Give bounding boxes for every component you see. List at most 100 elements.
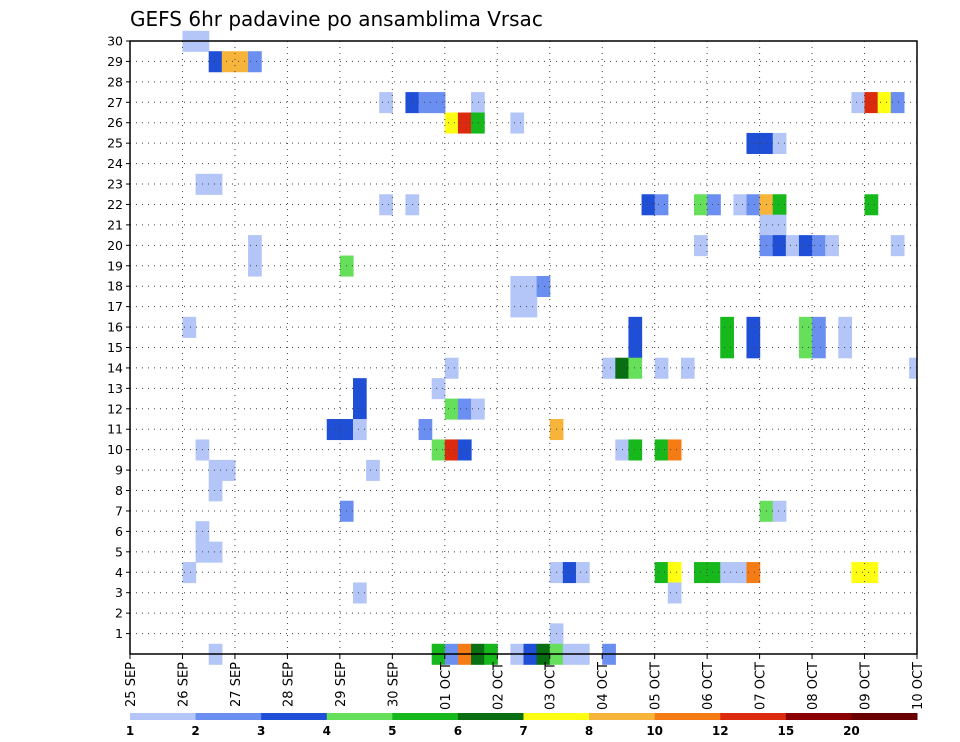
- x-tick-label: 28 SEP: [281, 662, 296, 707]
- y-tick-label: 5: [115, 544, 123, 559]
- heatmap-cell: [864, 562, 879, 584]
- heatmap-cell: [248, 255, 262, 277]
- y-tick-label: 27: [107, 95, 123, 110]
- y-tick-label: 10: [107, 442, 123, 457]
- heatmap-cell: [182, 562, 197, 584]
- heatmap-cell: [772, 132, 787, 154]
- heatmap-cell: [641, 194, 656, 216]
- heatmap-cell: [457, 112, 472, 134]
- heatmap-cell: [208, 459, 223, 481]
- heatmap-cell: [680, 357, 695, 379]
- heatmap-cell: [471, 92, 485, 114]
- y-tick-label: 28: [107, 74, 123, 89]
- y-tick-label: 16: [107, 320, 123, 335]
- colorbar-segment: [130, 713, 197, 720]
- heatmap-cell: [444, 439, 459, 461]
- colorbar-segment: [523, 713, 590, 720]
- heatmap-cell: [510, 112, 525, 134]
- colorbar-tick-label: 7: [519, 724, 527, 738]
- heatmap-cell: [851, 562, 866, 584]
- y-tick-label: 9: [115, 463, 123, 478]
- heatmap-cell: [431, 92, 446, 114]
- heatmap-cell: [667, 582, 682, 604]
- heatmap-cell: [379, 92, 393, 114]
- heatmap-cells: [182, 30, 917, 665]
- x-tick-label: 07 OCT: [754, 662, 769, 710]
- heatmap-cell: [248, 51, 262, 73]
- x-tick-label: 02 OCT: [491, 662, 506, 710]
- heatmap-cell: [746, 132, 761, 154]
- heatmap-cell: [208, 480, 223, 502]
- y-axis: 1234567891011121314151617181920212223242…: [107, 34, 130, 641]
- chart-title: GEFS 6hr padavine po ansamblima Vrsac: [130, 7, 543, 31]
- heatmap-cell: [720, 316, 734, 338]
- y-tick-label: 23: [107, 177, 123, 192]
- heatmap-cell: [864, 92, 879, 114]
- colorbar-segment: [851, 713, 918, 720]
- colorbar-tick-label: 3: [257, 724, 265, 738]
- heatmap-cell: [510, 296, 525, 318]
- colorbar-segment: [326, 713, 393, 720]
- heatmap-cell: [366, 459, 380, 481]
- heatmap-cell: [234, 51, 249, 73]
- y-tick-label: 3: [115, 585, 123, 600]
- heatmap-cell: [746, 194, 761, 216]
- heatmap-cell: [418, 419, 433, 441]
- y-tick-label: 12: [107, 401, 123, 416]
- heatmap-cell: [890, 92, 905, 114]
- heatmap-cell: [221, 459, 236, 481]
- x-tick-label: 25 SEP: [124, 662, 139, 707]
- heatmap-cell: [352, 582, 367, 604]
- heatmap-cell: [746, 316, 761, 338]
- colorbar-segment: [720, 713, 787, 720]
- heatmap-cell: [431, 378, 446, 400]
- colorbar-segment: [392, 713, 459, 720]
- x-tick-label: 05 OCT: [649, 662, 664, 710]
- y-tick-label: 22: [107, 197, 123, 212]
- heatmap-cell: [772, 214, 787, 236]
- heatmap-cell: [746, 562, 761, 584]
- heatmap-cell: [523, 275, 538, 298]
- heatmap-cell: [798, 316, 813, 338]
- colorbar-tick-label: 12: [712, 724, 729, 738]
- heatmap-cell: [510, 275, 525, 298]
- heatmap-cell: [667, 562, 682, 584]
- y-tick-label: 29: [107, 54, 123, 69]
- heatmap-cell: [352, 419, 367, 441]
- heatmap-cell: [864, 194, 879, 216]
- y-tick-label: 30: [107, 34, 123, 49]
- heatmap-cell: [628, 439, 643, 461]
- heatmap-cell: [667, 439, 682, 461]
- heatmap-cell: [707, 194, 721, 216]
- heatmap-cell: [575, 562, 590, 584]
- heatmap-cell: [628, 357, 643, 379]
- y-tick-label: 20: [107, 238, 123, 253]
- x-tick-label: 03 OCT: [544, 662, 559, 710]
- colorbar-segment: [654, 713, 721, 720]
- heatmap-cell: [418, 92, 433, 114]
- heatmap-cell: [720, 337, 734, 359]
- heatmap-cell: [471, 112, 485, 134]
- colorbar-segment: [261, 713, 328, 720]
- y-tick-label: 2: [115, 606, 123, 621]
- heatmap-cell: [628, 316, 643, 338]
- heatmap-cell: [812, 235, 826, 257]
- x-tick-label: 09 OCT: [859, 662, 874, 710]
- heatmap-cell: [838, 337, 853, 359]
- y-tick-label: 15: [107, 340, 123, 355]
- heatmap-cell: [248, 235, 262, 257]
- heatmap-cell: [457, 439, 472, 461]
- y-tick-label: 19: [107, 258, 123, 273]
- x-tick-label: 30 SEP: [386, 662, 401, 707]
- heatmap-cell: [326, 419, 341, 441]
- y-tick-label: 1: [115, 626, 123, 641]
- colorbar-tick-label: 4: [323, 724, 331, 738]
- heatmap-cell: [536, 275, 551, 298]
- y-tick-label: 21: [107, 217, 123, 232]
- heatmap-cell: [352, 398, 367, 420]
- x-tick-label: 29 SEP: [334, 662, 349, 707]
- heatmap-cell: [208, 541, 223, 563]
- colorbar-tick-label: 20: [843, 724, 860, 738]
- y-tick-label: 17: [107, 299, 123, 314]
